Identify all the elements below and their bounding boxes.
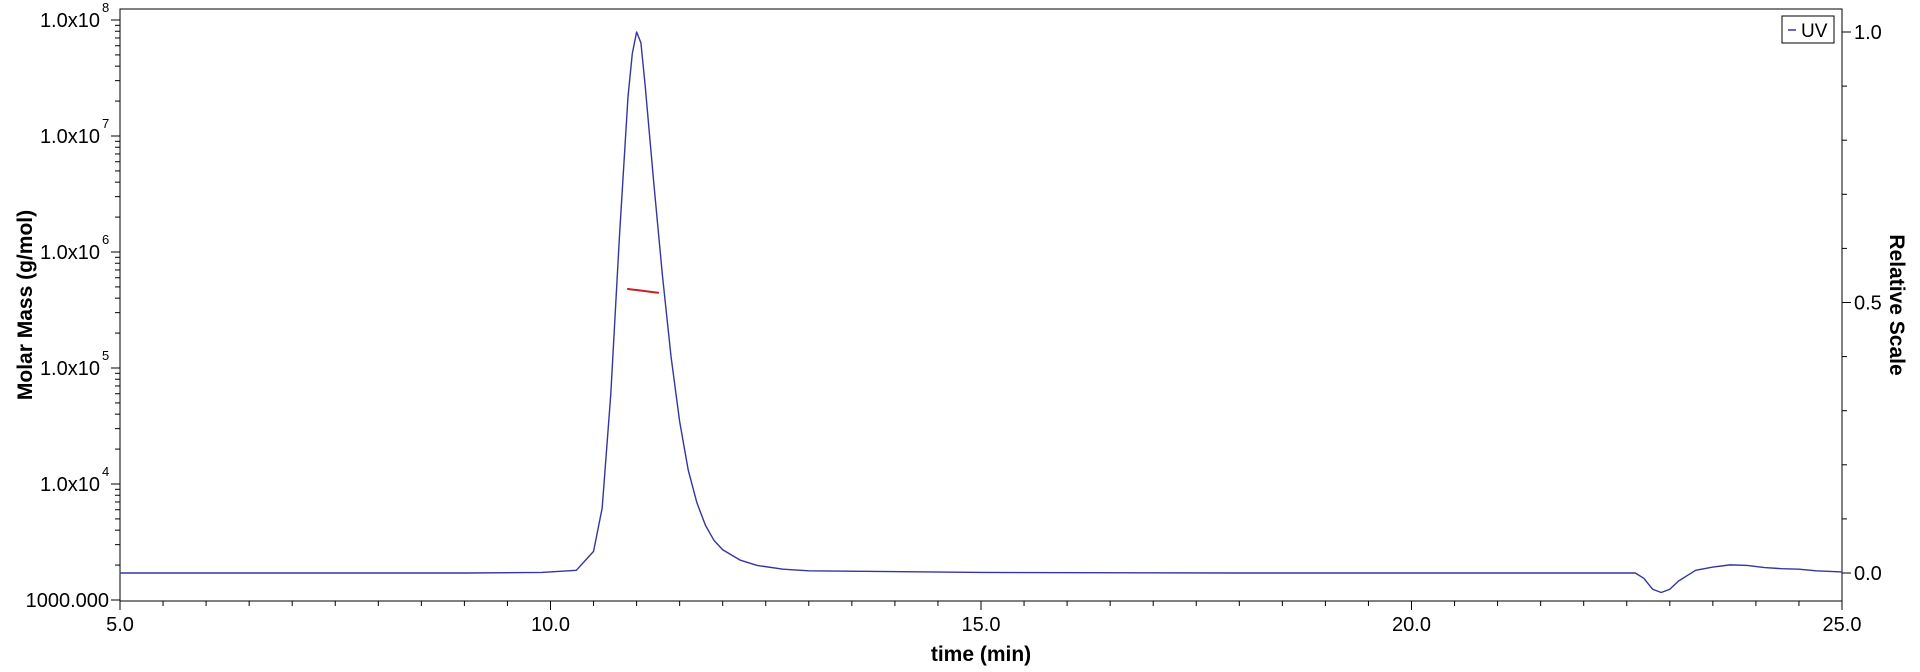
series-line-molar-mass: [626, 287, 660, 294]
x-tick-label: 15.0: [962, 614, 1001, 636]
x-axis: 5.0 10.0 15.0 20.0 25.0: [106, 601, 1861, 636]
x-axis-title: time (min): [931, 643, 1031, 666]
series-layer: [119, 31, 1843, 594]
y-axis-left-title: Molar Mass (g/mol): [14, 210, 37, 400]
y-left-tick-label: 1.0x10: [40, 474, 100, 496]
series-line-uv: [119, 31, 1843, 594]
legend: UV: [1781, 15, 1835, 44]
x-tick-label: 20.0: [1392, 614, 1431, 636]
y-left-tick-exponent: 7: [102, 116, 109, 131]
y-left-tick-exponent: 8: [102, 0, 109, 15]
y-left-tick-label: 1.0x10: [40, 126, 100, 148]
y-left-tick-exponent: 5: [102, 348, 109, 363]
x-tick-label: 25.0: [1823, 614, 1862, 636]
y-left-tick-label: 1.0x10: [40, 242, 100, 264]
legend-entry-uv: UV: [1801, 21, 1828, 42]
y-right-tick-label: 1.0: [1854, 22, 1882, 44]
plot-area: [119, 8, 1843, 602]
y-right-tick-label: 0.5: [1854, 293, 1882, 315]
y-left-tick-exponent: 6: [102, 232, 109, 247]
y-left-tick-label: 1.0x10: [40, 358, 100, 380]
y-left-tick-exponent: 4: [102, 464, 109, 479]
x-tick-label: 5.0: [106, 614, 134, 636]
x-tick-label: 10.0: [531, 614, 570, 636]
y-left-tick-label: 1.0x10: [40, 10, 100, 32]
y-axis-left: 1000.0001.0x1041.0x1051.0x1061.0x1071.0x…: [26, 0, 120, 612]
y-axis-right: 0.0 0.5 1.0: [1842, 22, 1882, 585]
y-axis-right-title: Relative Scale: [1885, 234, 1908, 375]
y-left-tick-label: 1000.000: [26, 590, 109, 612]
y-right-tick-label: 0.0: [1854, 563, 1882, 585]
